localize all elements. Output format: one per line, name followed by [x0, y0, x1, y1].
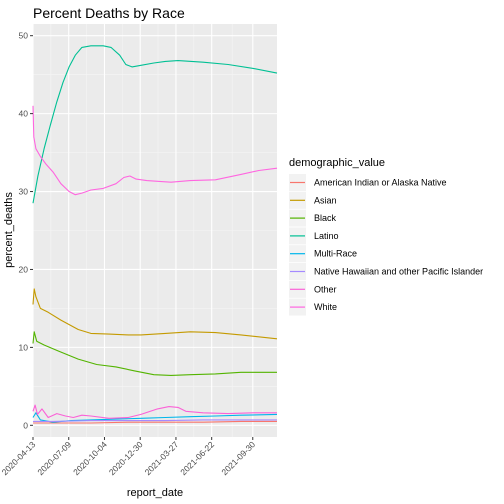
- legend-label: Black: [314, 213, 337, 223]
- legend-title: demographic_value: [289, 157, 385, 169]
- x-tick-label: 2021-06-22: [178, 439, 216, 477]
- x-tick-label: 2020-10-04: [71, 439, 109, 477]
- legend-label: Latino: [314, 231, 339, 241]
- x-tick-label: 2020-12-30: [107, 439, 145, 477]
- y-tick-label: 0: [23, 420, 28, 430]
- series-line-black: [32, 331, 277, 376]
- series-line-native-hawaiian-and-other-pacific-islander: [33, 419, 277, 422]
- chart-title: Percent Deaths by Race: [33, 5, 185, 21]
- legend-label: Asian: [314, 195, 337, 205]
- y-tick-label: 40: [19, 109, 29, 119]
- y-tick-label: 50: [19, 31, 29, 41]
- x-tick-label: 2020-04-13: [0, 439, 38, 477]
- x-axis: 2020-04-132020-07-092020-10-042020-12-30…: [0, 437, 257, 477]
- y-tick-label: 20: [19, 264, 29, 274]
- x-tick-label: 2021-09-30: [219, 439, 257, 477]
- series-line-asian: [32, 288, 278, 340]
- series-line-american-indian-or-alaska-native: [33, 420, 277, 424]
- series-line-multi-race: [32, 412, 278, 423]
- x-axis-title: report_date: [127, 487, 183, 499]
- series-line-white: [32, 105, 278, 196]
- series-layer: [32, 45, 278, 424]
- x-tick-label: 2021-03-27: [143, 439, 181, 477]
- y-axis: 0 10 20 30 40 50: [19, 31, 33, 430]
- legend-label: White: [314, 302, 337, 312]
- y-tick-label: 10: [19, 342, 29, 352]
- series-line-latino: [32, 45, 278, 204]
- legend-label: American Indian or Alaska Native: [314, 178, 447, 188]
- y-axis-title: percent_deaths: [3, 192, 15, 268]
- x-tick-label: 2020-07-09: [35, 439, 73, 477]
- legend-label: Native Hawaiian and other Pacific Island…: [314, 267, 483, 277]
- legend-label: Other: [314, 284, 337, 294]
- grid-lines: [32, 24, 277, 437]
- y-tick-label: 30: [19, 187, 29, 197]
- legend-label: Multi-Race: [314, 249, 357, 259]
- legend: demographic_value American Indian or Ala…: [289, 157, 483, 316]
- series-line-other: [32, 404, 277, 419]
